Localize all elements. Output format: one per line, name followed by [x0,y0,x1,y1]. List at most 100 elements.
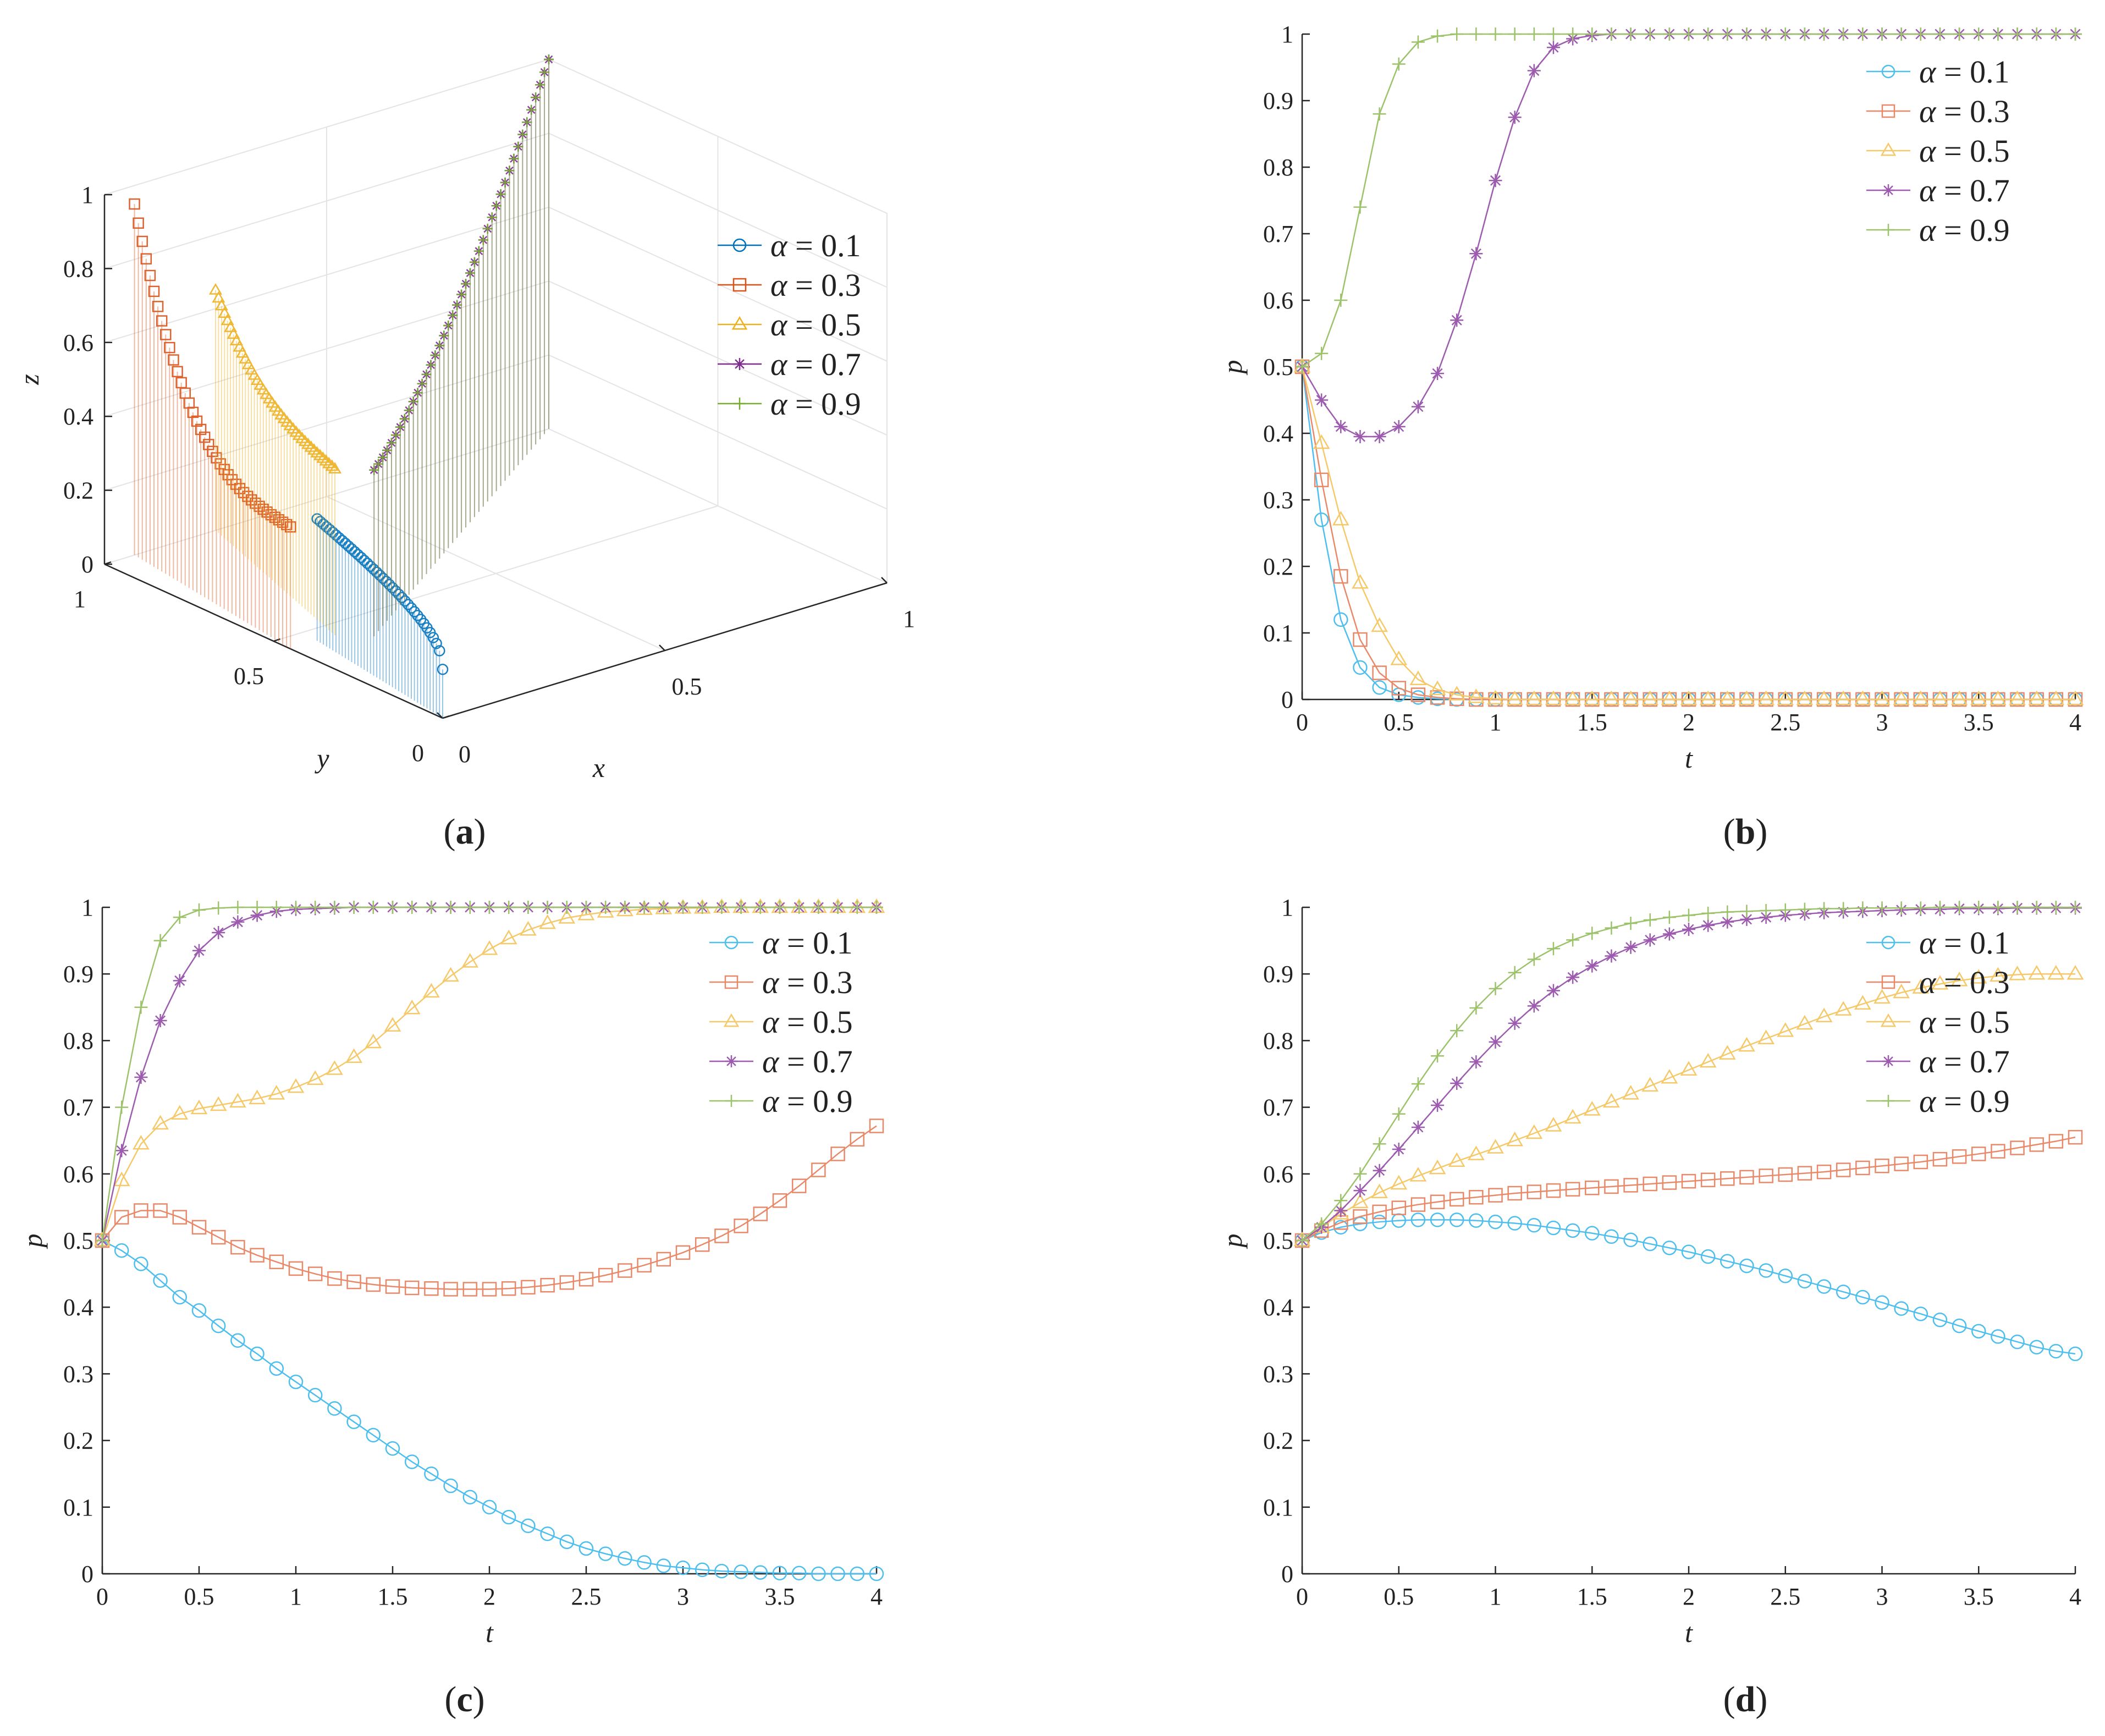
stem-marker-a-2-6 [310,446,324,458]
stem-marker-a-4-8 [404,405,414,416]
point-d-4-13 [1546,942,1560,956]
stem-marker-a-1-10 [246,494,257,506]
point-d-3-10 [1489,1035,1502,1049]
point-c-4-0 [96,1234,109,1247]
y-tick-label-d-2: 0.2 [1263,1428,1293,1454]
point-b-2-21 [1699,690,1717,706]
point-b-3-7 [1431,367,1445,381]
stem-marker-a-1-22 [199,431,211,443]
stem-marker-a-1-11 [241,491,254,502]
point-c-4-21 [502,901,516,914]
x-tick-label-c-7: 3.5 [765,1583,795,1610]
x-tick-label-b-1: 0.5 [1384,709,1414,736]
legend-marker-c-3 [725,1055,737,1067]
point-c-1-24 [559,1275,575,1290]
stem-marker-a-4-37 [531,92,541,103]
point-d-4-38 [2030,901,2043,914]
point-c-4-5 [192,903,206,917]
stem-marker-a-1-12 [238,487,250,499]
point-d-4-26 [1798,902,1811,916]
point-b-4-17 [1624,27,1638,41]
point-b-4-2 [1334,294,1348,307]
point-d-4-21 [1701,906,1715,920]
point-c-4-1 [115,1100,129,1114]
point-b-2-32 [1912,690,1930,706]
stem-marker-a-4-27 [487,212,497,223]
point-c-0-28 [637,1555,652,1570]
x-tick-label-d-8: 4 [2069,1583,2081,1610]
series-d-0 [1294,1213,2083,1362]
stem-marker-a-0-10 [405,602,417,614]
point-c-2-15 [384,1017,401,1032]
point-c-1-3 [153,1203,168,1218]
stem-marker-a-4-20 [456,289,467,300]
point-b-4-13 [1546,27,1560,41]
point-b-2-1 [1313,434,1330,449]
x-tick-label-c-2: 1 [290,1583,302,1610]
caption-a: (a) [443,812,486,852]
stem-marker-a-1-30 [168,354,179,366]
point-d-1-21 [1700,1172,1716,1187]
point-c-2-11 [306,1070,324,1085]
axes-a: 0 0.5 1 0 0.5 1 0 0.2 0.4 0.6 0.8 1 x y z [14,181,915,783]
point-d-0-11 [1507,1216,1522,1231]
z-tick-label-a-2: 0.4 [63,403,93,430]
point-d-0-40 [2068,1346,2083,1362]
stem-marker-a-0-31 [339,537,351,549]
y-tick-label-d-7: 0.7 [1263,1094,1293,1121]
series-line-b-2 [1301,366,2075,701]
point-d-2-6 [1409,1167,1427,1182]
point-c-1-28 [637,1258,652,1273]
point-c-0-39 [850,1566,865,1581]
point-b-2-31 [1893,690,1910,706]
point-d-4-16 [1605,921,1618,935]
point-d-1-32 [1913,1154,1928,1170]
point-d-2-3 [1352,1193,1369,1209]
point-d-1-35 [1971,1147,1986,1161]
z-tick-label-a-0: 0 [81,551,93,578]
point-c-3-8 [250,908,264,922]
y-tick-label-c-3: 0.3 [63,1360,93,1387]
point-b-3-13 [1546,41,1560,54]
point-d-4-37 [2010,901,2024,914]
point-b-2-40 [2067,690,2084,706]
stem-marker-a-2-35 [224,321,238,332]
point-c-4-30 [676,901,690,914]
point-d-1-23 [1739,1170,1754,1185]
point-c-1-8 [250,1248,264,1263]
point-c-4-23 [541,901,554,914]
point-d-0-16 [1604,1229,1619,1244]
point-d-2-26 [1796,1015,1814,1030]
legend-label-c-4: α = 0.9 [762,1083,853,1119]
legend-label-c-0: α = 0.1 [762,925,853,961]
point-d-0-28 [1836,1285,1851,1299]
x-tick-label-c-4: 2 [483,1583,495,1610]
point-d-1-39 [2048,1134,2064,1149]
point-b-4-25 [1778,27,1792,41]
legend-label-b-2: α = 0.5 [1919,133,2010,169]
point-b-1-4 [1372,665,1387,680]
point-c-2-9 [268,1085,285,1100]
point-d-0-31 [1894,1301,1909,1316]
stem-marker-a-0-20 [374,569,386,581]
stem-marker-a-0-8 [412,609,423,621]
point-d-0-23 [1739,1258,1754,1274]
y-tick-label-b-6: 0.6 [1263,287,1293,314]
point-d-4-39 [2049,901,2063,914]
point-c-1-13 [346,1274,361,1289]
point-d-2-21 [1699,1052,1717,1068]
point-d-2-23 [1738,1037,1755,1052]
stem-marker-a-4-4 [386,438,396,448]
stem-marker-a-2-4 [316,451,330,463]
point-d-4-5 [1392,1107,1406,1121]
point-c-2-18 [442,967,459,982]
y-tick-label-b-2: 0.2 [1263,553,1293,580]
stem-marker-a-0-18 [381,576,392,587]
y-tick-label-d-5: 0.5 [1263,1227,1293,1254]
legend-label-d-2: α = 0.5 [1919,1004,2010,1040]
legend-marker-c-2 [723,1013,740,1027]
point-d-1-27 [1816,1164,1832,1180]
point-c-0-7 [230,1333,245,1348]
stem-marker-a-1-32 [160,329,172,340]
point-d-1-24 [1759,1169,1773,1183]
